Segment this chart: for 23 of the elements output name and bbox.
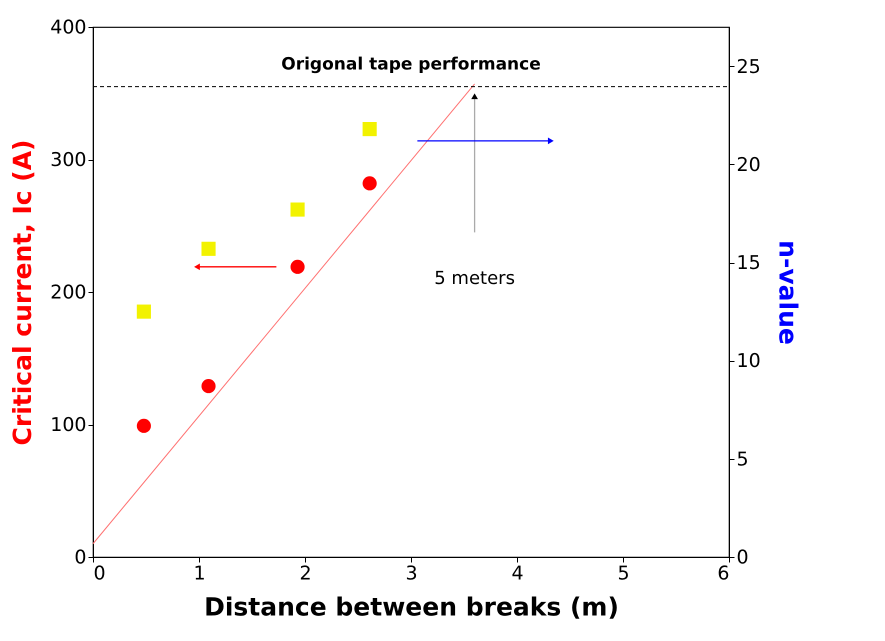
y-tick-label: 0 xyxy=(74,546,86,568)
x-tick-label: 5 xyxy=(617,562,630,584)
y-tick-label: 100 xyxy=(50,414,86,436)
x-tick-label: 3 xyxy=(405,562,418,584)
y-tick-label: 400 xyxy=(50,16,86,38)
y-tick-label: 300 xyxy=(50,149,86,171)
y2-tick-label: 20 xyxy=(736,154,761,176)
y2-tick-label: 0 xyxy=(736,546,749,568)
x-tick-label: 2 xyxy=(299,562,312,584)
y-axis-title: Critical current, Ic (A) xyxy=(8,140,38,446)
x-axis-title: Distance between breaks (m) xyxy=(204,592,619,622)
y2-tick-label: 5 xyxy=(736,448,749,470)
y2-axis-title: n-value xyxy=(774,240,803,345)
y2-tick-label: 25 xyxy=(736,56,761,78)
y2-tick-label: 15 xyxy=(736,252,761,274)
x-tick-label: 4 xyxy=(511,562,524,584)
x-tick-label: 1 xyxy=(193,562,206,584)
annotation: 5 meters xyxy=(434,268,515,289)
x-tick-label: 6 xyxy=(717,562,730,584)
ref-line-label: Origonal tape performance xyxy=(281,54,541,75)
y-tick-label: 200 xyxy=(50,282,86,304)
x-tick-label: 0 xyxy=(94,562,106,584)
y2-tick-label: 10 xyxy=(736,350,761,372)
